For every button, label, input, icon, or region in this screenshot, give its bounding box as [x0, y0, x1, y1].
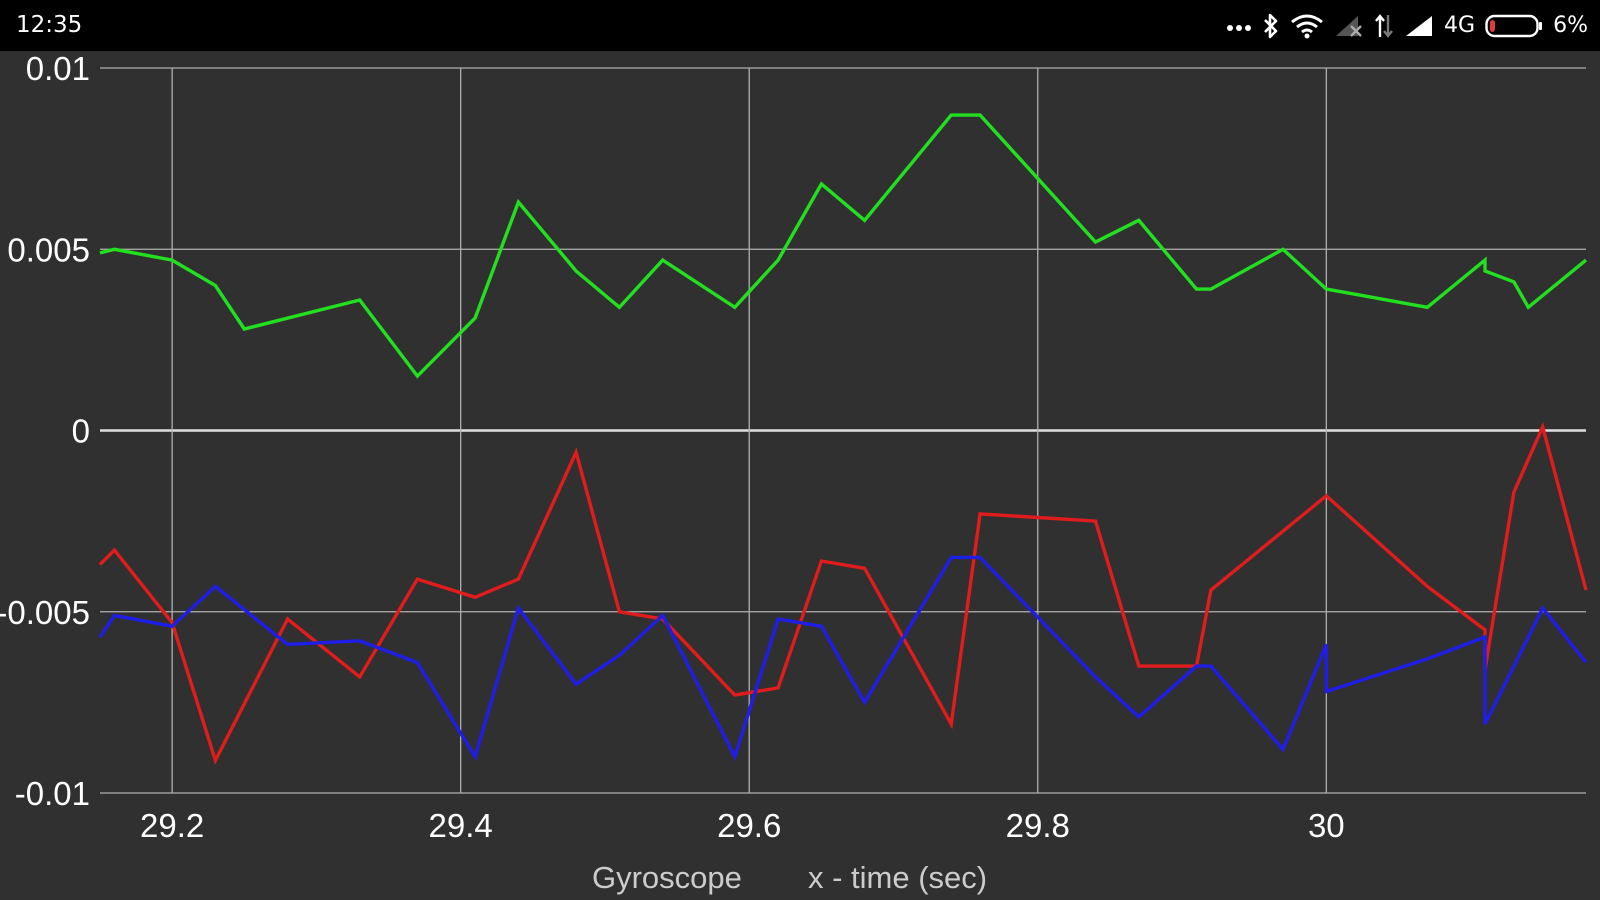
bluetooth-icon — [1262, 13, 1280, 39]
chart-grid — [100, 67, 1586, 794]
data-transfer-icon — [1374, 13, 1394, 39]
signal-no-sim-icon — [1334, 14, 1364, 38]
x-tick-label: 29.6 — [717, 807, 781, 844]
network-type-label: 4G — [1444, 13, 1476, 38]
y-tick-label: -0.005 — [0, 594, 90, 631]
x-tick-label: 29.4 — [429, 807, 493, 844]
chart-sensor-label: Gyroscope — [592, 860, 742, 895]
y-tick-label: 0.005 — [7, 231, 90, 268]
y-tick-label: 0.01 — [26, 51, 90, 87]
signal-icon — [1404, 14, 1434, 38]
y-tick-label: -0.01 — [15, 775, 90, 812]
x-tick-label: 29.8 — [1006, 807, 1070, 844]
more-dots-icon — [1226, 21, 1252, 31]
status-time: 12:35 — [16, 12, 83, 38]
status-bar: 12:35 4G 6% — [0, 0, 1600, 51]
chart-series — [98, 113, 1588, 765]
gyroscope-chart: 0.01 0.005 0 -0.005 -0.01 29.2 29.4 29.6 29.8 30 G… — [0, 51, 1588, 895]
x-tick-label: 30 — [1308, 807, 1345, 844]
status-icons: 4G 6% — [1226, 9, 1588, 43]
x-tick-label: 29.2 — [140, 807, 204, 844]
x-axis-label: x - time (sec) — [808, 860, 987, 895]
wifi-icon — [1290, 13, 1324, 39]
battery-icon — [1485, 14, 1543, 38]
series-line-1 — [99, 113, 1588, 379]
series-line-2 — [98, 421, 1588, 765]
y-tick-label: 0 — [72, 413, 90, 450]
chart-labels: 0.01 0.005 0 -0.005 -0.01 29.2 29.4 29.6 29.8 30 G… — [0, 51, 1345, 895]
battery-percent-label: 6% — [1553, 13, 1588, 38]
series-line-3 — [98, 555, 1588, 762]
